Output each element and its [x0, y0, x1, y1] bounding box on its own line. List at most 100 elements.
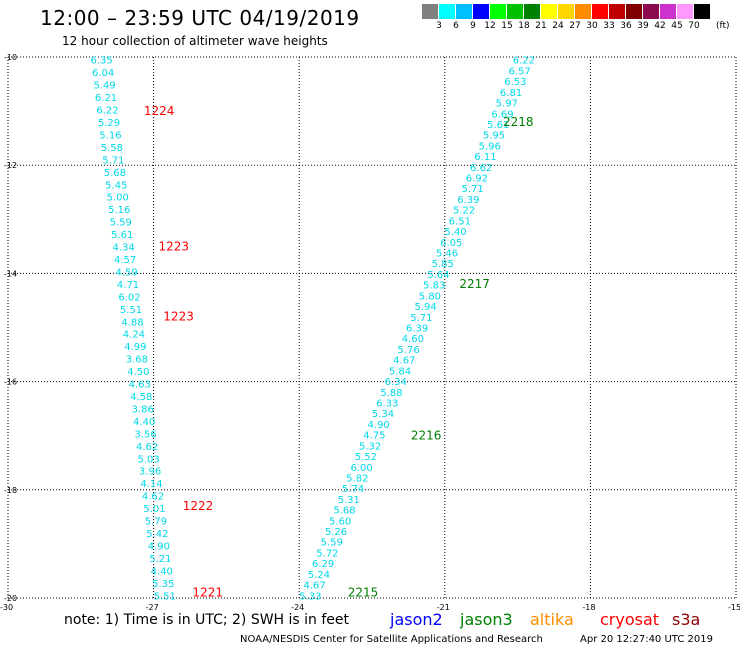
swh-value: 6.11 [474, 152, 496, 163]
swh-value: 5.97 [496, 99, 518, 110]
swh-value: 4.75 [363, 431, 385, 442]
swh-value: 5.85 [432, 259, 454, 270]
colorbar-tick: 27 [569, 21, 581, 31]
swh-value: 5.49 [93, 81, 115, 92]
swh-value: 4.58 [130, 392, 152, 403]
swh-value: 5.71 [102, 155, 124, 166]
swh-value: 6.21 [95, 93, 117, 104]
swh-value: 4.62 [136, 442, 158, 453]
swh-value: 5.83 [423, 281, 445, 292]
swh-value: 5.31 [338, 495, 360, 506]
colorbar-swatch [422, 4, 438, 19]
colorbar-swatch [473, 4, 489, 19]
colorbar-swatch [524, 4, 540, 19]
swh-value: 6.33 [376, 398, 398, 409]
colorbar-swatch [507, 4, 523, 19]
swh-value: 5.45 [105, 180, 127, 191]
swh-value: 5.26 [325, 527, 347, 538]
lat-tick-label: -18 [4, 486, 17, 495]
swh-value: 5.64 [427, 270, 449, 281]
swh-value: 3.86 [132, 404, 154, 415]
swh-value: 5.58 [101, 143, 123, 154]
swh-value: 4.99 [124, 342, 146, 353]
colorbar-tick: 42 [654, 21, 666, 31]
swh-value: 5.21 [149, 554, 171, 565]
swh-value: 6.53 [504, 77, 526, 88]
swh-value: 6.51 [449, 216, 471, 227]
map-title: 12:00 – 23:59 UTC 04/19/2019 [40, 6, 360, 30]
swh-value: 4.90 [368, 420, 390, 431]
lon-tick-label: -18 [582, 603, 595, 612]
swh-value: 5.52 [355, 452, 377, 463]
colorbar-tick: 18 [518, 21, 530, 31]
legend-jason2: jason2 [390, 610, 443, 629]
swh-value: 6.22 [513, 56, 535, 67]
pass-time-label: 2215 [348, 586, 379, 600]
swh-value: 3.68 [126, 355, 148, 366]
credit-line: NOAA/NESDIS Center for Satellite Applica… [240, 634, 543, 645]
swh-value: 4.59 [115, 267, 137, 278]
swh-value: 5.29 [98, 118, 120, 129]
colorbar-swatch [575, 4, 591, 19]
colorbar-tick: 6 [453, 21, 459, 31]
pass-time-label: 1223 [163, 310, 194, 324]
swh-value: 6.35 [91, 56, 113, 67]
swh-value: 5.00 [107, 193, 129, 204]
legend-altika: altika [530, 610, 574, 629]
swh-value: 5.42 [146, 529, 168, 540]
colorbar-tick: 30 [586, 21, 598, 31]
pass-time-label: 2218 [503, 115, 534, 129]
swh-value: 5.71 [461, 184, 483, 195]
swh-value: 6.04 [92, 68, 114, 79]
colorbar-tick: 9 [470, 21, 476, 31]
swh-value: 6.57 [508, 66, 530, 77]
swh-value: 5.76 [397, 345, 419, 356]
lon-tick-label: -27 [146, 603, 159, 612]
colorbar-swatch [660, 4, 676, 19]
swh-value: 5.71 [410, 313, 432, 324]
colorbar-swatch [694, 4, 710, 19]
swh-value: 6.92 [466, 174, 488, 185]
swh-value: 5.88 [380, 388, 402, 399]
swh-value: 5.61 [487, 120, 509, 131]
footnote: note: 1) Time is in UTC; 2) SWH is in fe… [64, 612, 350, 628]
colorbar-tick: 45 [671, 21, 683, 31]
swh-value: 5.79 [145, 517, 167, 528]
lon-tick-label: -30 [0, 603, 13, 612]
swh-value: 5.95 [483, 131, 505, 142]
colorbar-swatch [456, 4, 472, 19]
swh-value: 4.50 [127, 367, 149, 378]
colorbar-tick: 12 [484, 21, 496, 31]
swh-value: 5.24 [308, 570, 330, 581]
colorbar-unit: (ft) [716, 21, 730, 31]
legend-s3a: s3a [672, 610, 701, 629]
swh-value: 5.94 [415, 302, 437, 313]
swh-value: 4.67 [393, 356, 415, 367]
colorbar-tick: 39 [637, 21, 649, 31]
lon-tick-label: -15 [728, 603, 740, 612]
swh-value: 3.96 [139, 467, 161, 478]
swh-value: 5.61 [111, 230, 133, 241]
swh-value: 6.22 [96, 106, 118, 117]
swh-value: 5.68 [333, 506, 355, 517]
pass-time-label: 1222 [183, 499, 214, 513]
colorbar-tick: 21 [535, 21, 547, 31]
pass-time-label: 1224 [144, 104, 175, 118]
swh-value: 6.00 [350, 463, 372, 474]
swh-value: 4.14 [140, 479, 162, 490]
swh-value: 4.63 [129, 380, 151, 391]
swh-value: 5.16 [99, 130, 121, 141]
swh-value: 6.39 [457, 195, 479, 206]
lat-tick-label: -16 [4, 378, 17, 387]
swh-value: 4.60 [402, 334, 424, 345]
colorbar-tick: 33 [603, 21, 615, 31]
colorbar-swatch [592, 4, 608, 19]
pass-time-label: 2217 [459, 277, 490, 291]
swh-value: 5.46 [436, 249, 458, 260]
swh-value: 5.51 [154, 591, 176, 602]
swh-value: 5.51 [120, 305, 142, 316]
swh-value: 5.59 [321, 538, 343, 549]
pass-time-label: 1221 [192, 586, 223, 600]
colorbar-tick: 70 [688, 21, 700, 31]
lat-tick-label: -10 [4, 53, 17, 62]
